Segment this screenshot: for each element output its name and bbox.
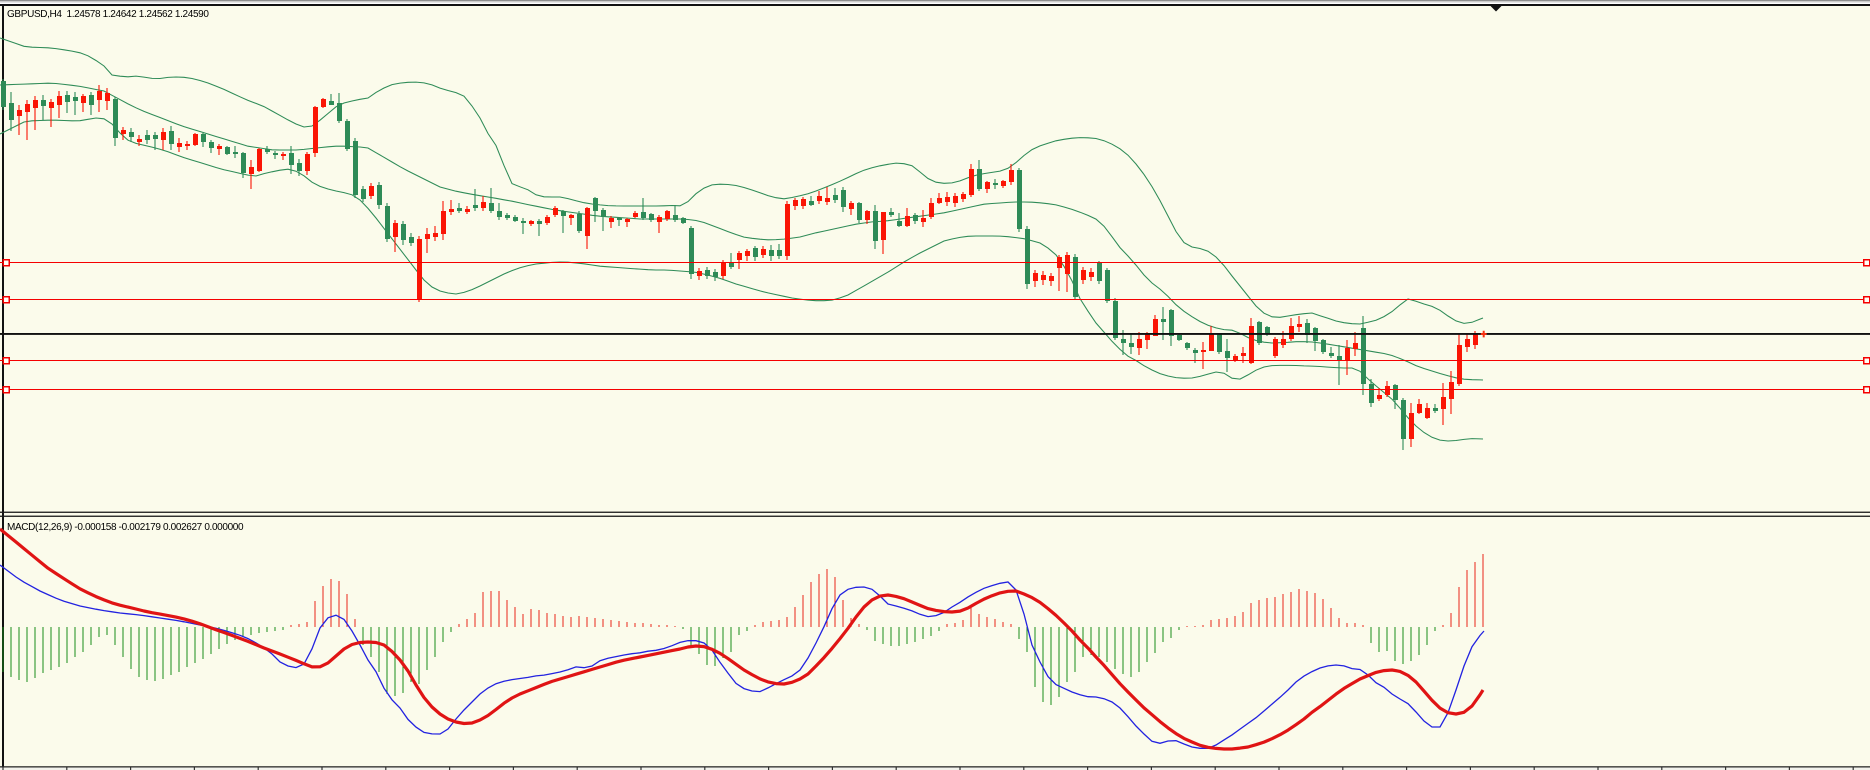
svg-text:GBPUSD,H4 1.24578 1.24642 1.2: GBPUSD,H4 1.24578 1.24642 1.24562 1.2459… — [7, 9, 209, 20]
svg-text:MACD(12,26,9) -0.000158 -0.002: MACD(12,26,9) -0.000158 -0.002179 0.0026… — [7, 522, 244, 533]
